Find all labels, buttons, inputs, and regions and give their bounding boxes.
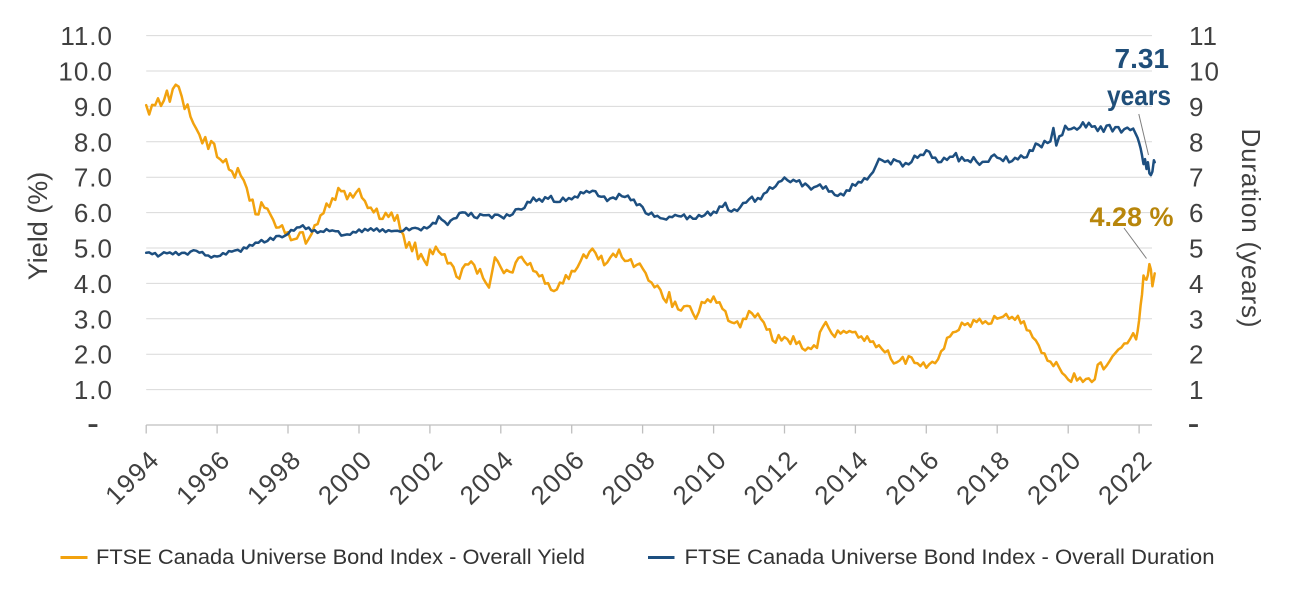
- svg-text:1: 1: [1189, 375, 1204, 405]
- svg-text:5.0: 5.0: [74, 234, 113, 264]
- svg-text:11.0: 11.0: [60, 21, 113, 51]
- svg-text:4.0: 4.0: [74, 269, 113, 299]
- svg-text:7: 7: [1189, 163, 1204, 193]
- svg-text:2: 2: [1189, 340, 1204, 370]
- svg-text:Duration (years): Duration (years): [1236, 129, 1266, 328]
- svg-text:-: -: [1188, 402, 1200, 443]
- svg-text:-: -: [87, 402, 99, 443]
- svg-text:10.0: 10.0: [58, 57, 113, 87]
- svg-text:3.0: 3.0: [74, 304, 113, 334]
- svg-text:1.0: 1.0: [74, 375, 113, 405]
- svg-text:Yield (%): Yield (%): [23, 172, 53, 281]
- svg-text:8.0: 8.0: [74, 127, 113, 157]
- svg-text:4.28 %: 4.28 %: [1089, 202, 1173, 232]
- svg-text:4: 4: [1189, 269, 1204, 299]
- svg-text:years: years: [1107, 80, 1171, 111]
- svg-text:5: 5: [1189, 234, 1204, 264]
- svg-text:9.0: 9.0: [74, 92, 113, 122]
- svg-text:7.31: 7.31: [1115, 43, 1170, 74]
- svg-text:6: 6: [1189, 198, 1204, 228]
- svg-text:11: 11: [1189, 21, 1218, 51]
- svg-text:FTSE Canada Universe Bond Inde: FTSE Canada Universe Bond Index - Overal…: [96, 546, 585, 569]
- svg-text:2.0: 2.0: [74, 340, 113, 370]
- svg-text:FTSE Canada Universe Bond Inde: FTSE Canada Universe Bond Index - Overal…: [685, 546, 1215, 569]
- svg-text:6.0: 6.0: [74, 198, 113, 228]
- svg-text:7.0: 7.0: [74, 163, 113, 193]
- svg-text:8: 8: [1189, 127, 1204, 157]
- svg-text:9: 9: [1189, 92, 1204, 122]
- svg-text:10: 10: [1189, 57, 1220, 87]
- svg-text:3: 3: [1189, 304, 1204, 334]
